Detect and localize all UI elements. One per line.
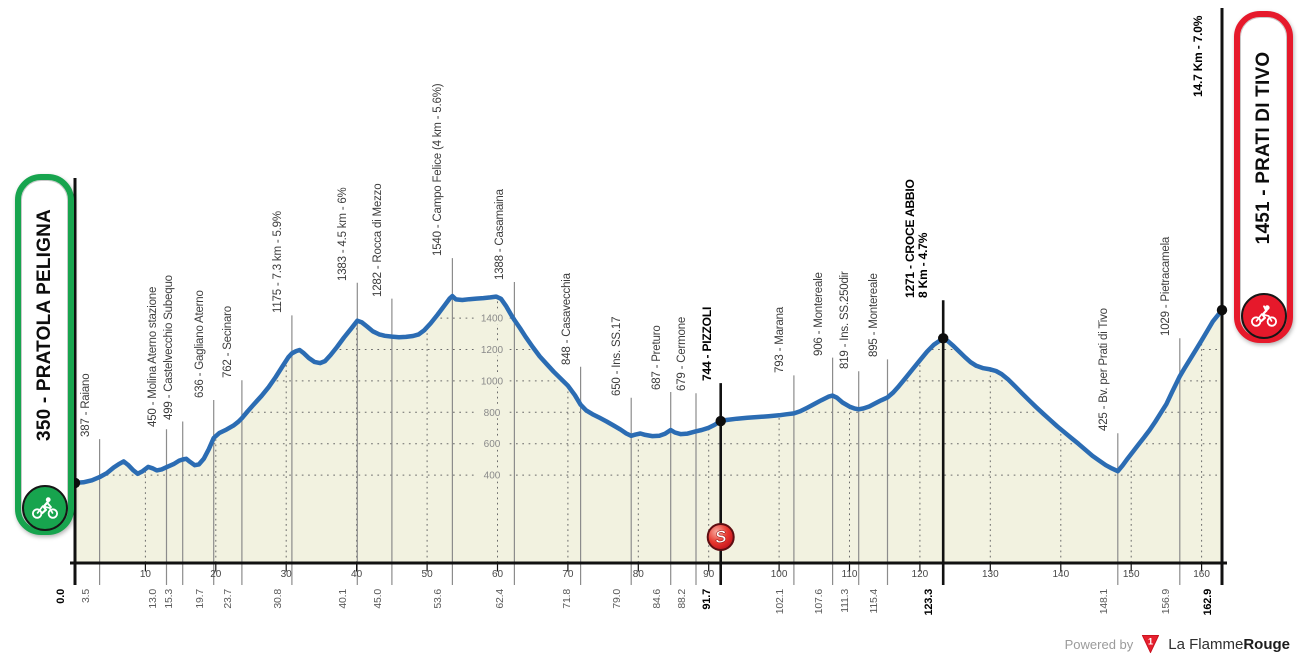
svg-text:60: 60 <box>492 569 504 580</box>
svg-text:1400: 1400 <box>481 314 504 325</box>
svg-text:100: 100 <box>771 569 788 580</box>
elevation-labels: 400 600 800 1000 1200 1400 <box>475 312 509 482</box>
waypoint-km-label: 107.6 <box>812 589 825 615</box>
profile-line <box>72 293 1225 486</box>
waypoint-km-label: 79.0 <box>611 589 624 609</box>
waypoint-km-label: 30.8 <box>271 589 284 609</box>
finish-climb-label: 14.7 Km - 7.0% <box>1190 15 1205 97</box>
svg-text:1000: 1000 <box>481 376 504 387</box>
waypoint-label: 450 - Molina Aterno stazione <box>146 287 159 428</box>
svg-text:30: 30 <box>281 569 293 580</box>
waypoint-label: 650 - Ins. SS.17 <box>611 316 624 396</box>
waypoint-label: 1383 - 4.5 km - 6% <box>337 187 350 281</box>
svg-text:120: 120 <box>912 569 929 580</box>
waypoint-km-label: 111.3 <box>838 589 851 613</box>
waypoint-km-label: 115.4 <box>867 589 880 614</box>
svg-text:400: 400 <box>484 471 501 482</box>
waypoint-label: 906 - Montereale <box>812 271 825 356</box>
waypoint-label: 848 - Casavecchia <box>560 272 573 365</box>
svg-text:40: 40 <box>351 569 363 580</box>
finish-km-label: 162.9 <box>1202 589 1214 616</box>
svg-text:110: 110 <box>842 569 858 580</box>
waypoint-km-label: 45.0 <box>371 589 384 609</box>
svg-text:150: 150 <box>1123 569 1140 580</box>
waypoint-label: 1540 - Campo Felice (4 km - 5.6%) <box>432 83 445 257</box>
axis-ticks <box>144 564 1203 572</box>
waypoint-km-label: 13.0 <box>146 589 159 609</box>
waypoint-km-label: 3.5 <box>79 589 92 603</box>
powered-by-label: Powered by <box>1064 636 1134 652</box>
waypoint-km-label: 148.1 <box>1097 589 1110 615</box>
svg-text:70: 70 <box>562 569 574 580</box>
svg-text:S: S <box>714 527 729 547</box>
waypoint-label: 425 - Bv. per Prati di Tivo <box>1097 308 1110 432</box>
waypoint-label: 1271 - CROCE ABBIO 8 Km - 4.7% <box>903 179 931 299</box>
finish-badge-label: 1451 - PRATI DI TIVO <box>1252 51 1274 245</box>
waypoint-km-label: 62.4 <box>494 589 507 609</box>
svg-text:20: 20 <box>210 569 222 580</box>
svg-text:1200: 1200 <box>481 345 504 356</box>
waypoint-label: 1175 - 7.3 km - 5.9% <box>271 211 284 314</box>
waypoint-label: 895 - Montereale <box>867 273 880 358</box>
brand-la-flamme: La Flamme <box>1168 635 1244 653</box>
svg-text:800: 800 <box>484 408 501 419</box>
waypoint-km-label: 19.7 <box>193 589 206 609</box>
brand-rouge: Rouge <box>1243 635 1290 653</box>
svg-text:80: 80 <box>633 569 645 580</box>
waypoint-label: 1388 - Casamaina <box>494 189 507 280</box>
waypoint-km-label: 71.8 <box>560 589 573 609</box>
svg-text:90: 90 <box>703 569 715 580</box>
svg-text:50: 50 <box>422 569 434 580</box>
waypoint-label: 636 - Gagliano Aterno <box>193 290 206 399</box>
start-km-label: 0.0 <box>55 589 67 604</box>
axis-tick-labels: 10 20 30 40 50 60 70 80 90 100 110 120 130 140 150 160 <box>140 569 1211 580</box>
waypoint-km-label: 102.1 <box>773 589 786 615</box>
waypoint-label: 679 - Cermone <box>676 317 689 392</box>
svg-text:600: 600 <box>484 439 501 450</box>
waypoint-label: 499 - Castelvecchio Subequo <box>162 274 175 420</box>
start-cyclist-icon <box>21 485 68 531</box>
waypoint-km-label: 156.9 <box>1159 589 1172 615</box>
flame-triangle-icon: 1 <box>1142 634 1160 654</box>
start-badge: 350 - PRATOLA PELIGNA <box>15 174 74 535</box>
waypoint-km-label: 23.7 <box>221 589 234 609</box>
waypoint-label: 762 - Secinaro <box>221 306 234 379</box>
sprint-icon: S <box>706 523 735 551</box>
profile-area <box>75 296 1222 563</box>
waypoint-km-label: 88.2 <box>676 589 689 609</box>
footer: Powered by 1 La FlammeRouge <box>1065 634 1290 654</box>
waypoint-km-label: 15.3 <box>162 589 175 609</box>
finish-badge: 1451 - PRATI DI TIVO <box>1234 11 1293 343</box>
waypoint-km-label: 123.3 <box>923 589 936 616</box>
waypoint-label: 1029 - Pietracamela <box>1159 237 1172 337</box>
waypoint-label: 387 - Raiano <box>79 373 92 438</box>
waypoint-km-label: 40.1 <box>337 589 350 609</box>
svg-text:1: 1 <box>1148 636 1153 646</box>
waypoint-label: 1282 - Rocca di Mezzo <box>371 183 384 297</box>
waypoint-label: 793 - Marana <box>773 307 786 374</box>
start-badge-label: 350 - PRATOLA PELIGNA <box>33 209 55 441</box>
finish-climber-icon <box>1240 293 1287 339</box>
waypoint-label: 744 - PIZZOLI <box>699 306 714 382</box>
waypoint-label: 687 - Preturo <box>650 325 663 391</box>
svg-text:130: 130 <box>982 569 999 580</box>
waypoint-km-label: 53.6 <box>432 589 445 609</box>
waypoint-km-label: 91.7 <box>700 589 713 610</box>
svg-text:140: 140 <box>1052 569 1069 580</box>
brand-wordmark[interactable]: La FlammeRouge <box>1168 636 1290 653</box>
la-flamme-rouge-logo[interactable]: 1 <box>1140 634 1161 654</box>
svg-text:160: 160 <box>1193 569 1210 580</box>
svg-text:10: 10 <box>140 569 152 580</box>
waypoint-label: 819 - Ins. SS.250dir <box>838 271 851 370</box>
waypoint-km-label: 84.6 <box>650 589 663 609</box>
